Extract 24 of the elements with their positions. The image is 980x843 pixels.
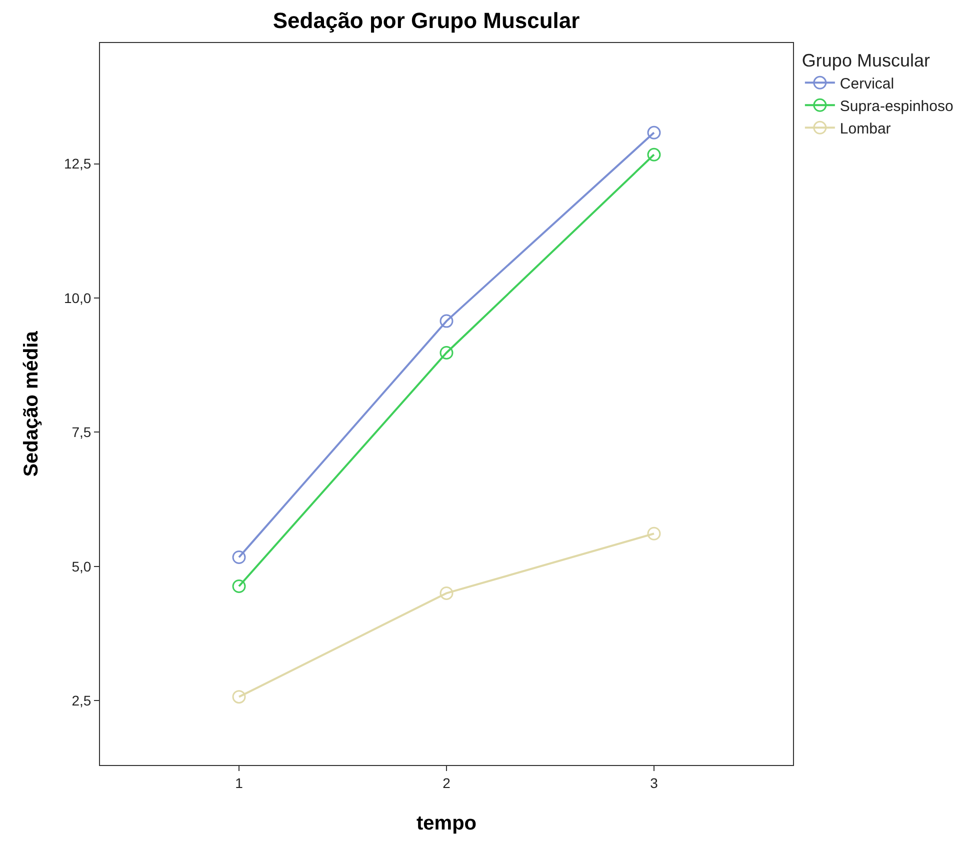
x-axis-title: tempo bbox=[416, 812, 476, 834]
point bbox=[232, 579, 246, 593]
y-tick-label: 12,5 bbox=[64, 156, 92, 172]
point bbox=[440, 314, 454, 328]
point bbox=[647, 148, 661, 162]
legend-label: Lombar bbox=[840, 120, 891, 138]
legend-label: Cervical bbox=[840, 76, 894, 92]
y-tick-label: 10,0 bbox=[64, 290, 92, 306]
y-axis-title: Sedação média bbox=[20, 330, 42, 477]
point bbox=[440, 586, 454, 600]
chart-title: Sedação por Grupo Muscular bbox=[272, 8, 580, 34]
point bbox=[647, 526, 661, 540]
x-tick-label: 2 bbox=[442, 774, 451, 791]
x-tick-label: 3 bbox=[650, 774, 658, 791]
point bbox=[647, 126, 661, 140]
legend-title: Grupo Muscular bbox=[802, 50, 930, 70]
point bbox=[440, 346, 454, 360]
y-tick-label: 7,5 bbox=[72, 424, 92, 440]
y-tick-label: 2,5 bbox=[72, 692, 92, 708]
point bbox=[232, 690, 246, 704]
y-tick-label: 5,0 bbox=[72, 558, 92, 574]
point bbox=[232, 550, 246, 564]
legend-label: Supra-espinhoso bbox=[840, 98, 954, 115]
x-tick-label: 1 bbox=[235, 774, 244, 791]
